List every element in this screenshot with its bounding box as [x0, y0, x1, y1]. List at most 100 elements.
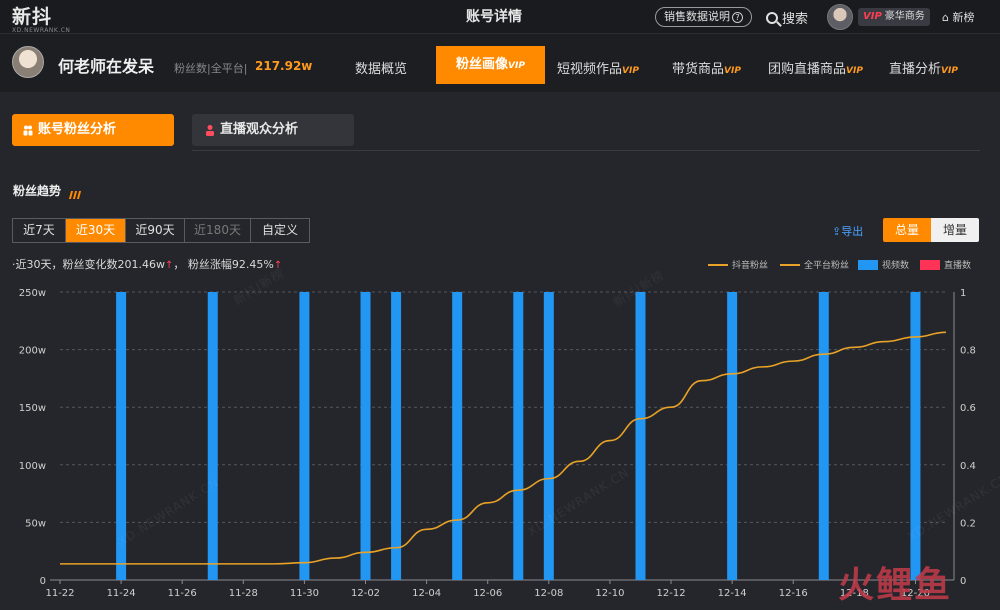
- video-count-bar: [207, 292, 218, 580]
- legend-label: 抖音粉丝: [732, 261, 769, 271]
- range-custom[interactable]: 自定义: [261, 223, 298, 237]
- vip-badge[interactable]: VIP 豪华商务: [858, 8, 930, 26]
- legend-line-swatch: [780, 263, 800, 266]
- export-icon: ⇪: [832, 225, 842, 238]
- x-tick-label: 12-10: [595, 588, 624, 599]
- video-count-bar: [635, 292, 646, 580]
- x-tick-label: 12-02: [351, 588, 380, 599]
- nav-short-video-label: 短视频作品: [557, 62, 623, 77]
- search-button[interactable]: 搜索: [766, 8, 808, 27]
- video-count-bar: [818, 292, 829, 580]
- fans-line: [59, 331, 947, 565]
- y-right-tick-label: 1: [960, 288, 966, 299]
- nav-live-analysis[interactable]: 直播分析VIP: [889, 58, 958, 77]
- y-left-tick-label: 250w: [19, 288, 46, 299]
- vip-mark: VIP: [863, 11, 882, 22]
- sales-help-button[interactable]: 销售数据说明?: [655, 7, 752, 27]
- content-panel: [0, 92, 1000, 610]
- x-tick-label: 11-26: [168, 588, 197, 599]
- total-increase-toggle: 总量 增量: [883, 218, 979, 242]
- question-icon: ?: [732, 12, 743, 23]
- legend-line-swatch: [708, 263, 728, 266]
- range-180d[interactable]: 近180天: [185, 219, 251, 242]
- top-bar: 新抖 XD.NEWRANK.CN 账号详情 销售数据说明? 搜索 VIP 豪华商务…: [0, 0, 1000, 34]
- user-avatar[interactable]: [827, 4, 853, 30]
- fans-value: 217.92w: [255, 59, 313, 73]
- y-left-tick-label: 0: [40, 576, 46, 587]
- vip-plan: 豪华商务: [884, 11, 925, 22]
- x-tick-label: 12-14: [718, 588, 747, 599]
- export-button[interactable]: ⇪导出: [832, 223, 863, 239]
- app-logo[interactable]: 新抖 XD.NEWRANK.CN: [12, 2, 82, 34]
- nav-group-live-goods-label: 团购直播商品: [768, 62, 847, 77]
- video-count-bar: [727, 292, 738, 580]
- x-tick-label: 12-12: [657, 588, 686, 599]
- account-header: 何老师在发呆 粉丝数|全平台| 217.92w 数据概览 粉丝画像VIP 短视频…: [0, 34, 1000, 90]
- account-name: 何老师在发呆: [58, 57, 155, 76]
- vip-tag: VIP: [508, 61, 525, 71]
- y-right-tick-label: 0.6: [960, 403, 976, 414]
- legend-label: 视频数: [882, 261, 910, 271]
- vip-tag: VIP: [622, 66, 639, 76]
- legend-label: 全平台粉丝: [804, 261, 850, 271]
- tab-live-audience[interactable]: 直播观众分析: [192, 114, 354, 146]
- video-count-bar: [360, 292, 371, 580]
- home-icon: ⌂: [942, 11, 949, 24]
- video-count-bar: [513, 292, 524, 580]
- range-30d[interactable]: 近30天: [66, 219, 126, 242]
- toggle-total[interactable]: 总量: [883, 218, 931, 242]
- x-tick-label: 12-06: [473, 588, 502, 599]
- vip-tag: VIP: [941, 66, 958, 76]
- newrank-link[interactable]: ⌂ 新榜: [942, 9, 974, 25]
- vip-tag: VIP: [846, 66, 863, 76]
- sales-help-label: 销售数据说明: [664, 10, 730, 23]
- tab-account-fans-label: 账号粉丝分析: [38, 122, 117, 137]
- x-tick-label: 11-24: [107, 588, 136, 599]
- summary-change: ·近30天，粉丝变化数201.46w: [12, 258, 165, 271]
- legend-live-count[interactable]: 直播数: [920, 258, 971, 271]
- video-count-bar: [452, 292, 463, 580]
- y-left-tick-label: 200w: [19, 346, 46, 357]
- nav-goods[interactable]: 带货商品VIP: [672, 58, 741, 77]
- y-left-tick-label: 50w: [25, 518, 46, 529]
- legend-video-count[interactable]: 视频数: [858, 258, 909, 271]
- fans-group-icon: [23, 125, 33, 136]
- nav-group-live-goods[interactable]: 团购直播商品VIP: [768, 58, 863, 77]
- up-arrow-icon: ↑: [273, 260, 283, 271]
- nav-short-video[interactable]: 短视频作品VIP: [557, 58, 639, 77]
- nav-overview[interactable]: 数据概览: [355, 58, 407, 77]
- video-count-bar: [543, 292, 554, 580]
- toggle-increase[interactable]: 增量: [931, 218, 979, 242]
- nav-fans-profile[interactable]: 粉丝画像VIP: [436, 46, 545, 84]
- x-tick-label: 12-08: [534, 588, 563, 599]
- brand-logo: 火鲤鱼: [838, 565, 953, 606]
- account-avatar: [12, 46, 44, 78]
- fans-trend-chart[interactable]: 0 50w 100w 150w 200w 250w 0 0.2 0.4 0.6 0.8 1 11-22 1…: [0, 278, 1000, 610]
- video-count-bar: [116, 292, 127, 580]
- range-90d[interactable]: 近90天: [126, 219, 185, 242]
- y-left-tick-label: 100w: [19, 461, 46, 472]
- video-count-bar: [391, 292, 402, 580]
- live-user-icon: [206, 125, 214, 136]
- legend-douyin-fans[interactable]: 抖音粉丝: [708, 258, 768, 271]
- video-count-bar: [910, 292, 921, 580]
- y-right-tick-label: 0: [960, 576, 966, 587]
- tab-account-fans[interactable]: 账号粉丝分析: [12, 114, 174, 146]
- y-right-tick-label: 0.2: [960, 518, 976, 529]
- legend-all-fans[interactable]: 全平台粉丝: [780, 258, 849, 271]
- page-title: 账号详情: [466, 9, 522, 25]
- y-right-tick-label: 0.8: [960, 346, 976, 357]
- legend-label: 直播数: [944, 261, 972, 271]
- logo-text: 新抖: [12, 6, 53, 28]
- nav-overview-label: 数据概览: [355, 62, 408, 77]
- summary-growth: 粉丝涨幅92.45%: [187, 258, 274, 271]
- up-arrow-icon: ↑: [164, 260, 174, 271]
- video-count-bar: [299, 292, 310, 580]
- nav-goods-label: 带货商品: [672, 62, 725, 77]
- logo-subtext: XD.NEWRANK.CN: [12, 27, 71, 34]
- divider: [192, 150, 980, 151]
- legend-bar-swatch: [920, 259, 940, 270]
- legend-bar-swatch: [858, 259, 878, 270]
- x-tick-label: 11-30: [290, 588, 319, 599]
- range-7d[interactable]: 近7天: [13, 219, 66, 242]
